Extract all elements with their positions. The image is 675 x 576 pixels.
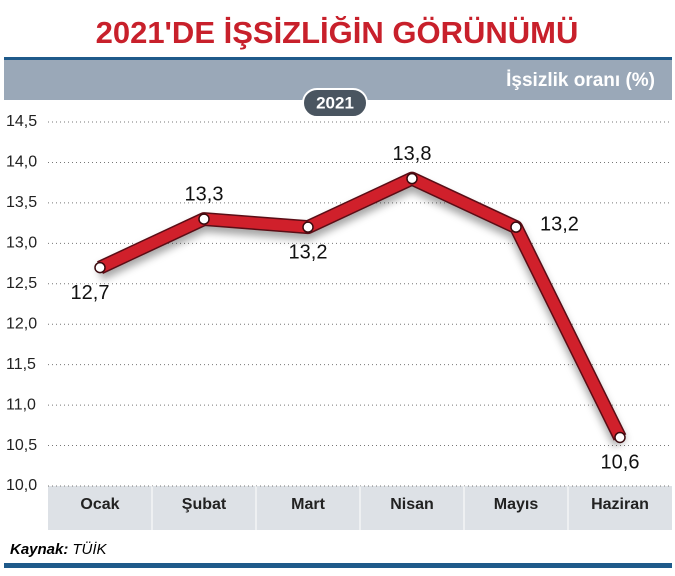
x-tick-label: Haziran xyxy=(591,496,649,513)
value-label: 13,8 xyxy=(393,143,432,165)
source: Kaynak: TÜİK xyxy=(10,540,108,558)
subtitle: İşsizlik oranı (%) xyxy=(506,70,655,91)
chart-title: 2021'DE İŞSİZLİĞİN GÖRÜNÜMÜ xyxy=(96,15,579,50)
header-rule xyxy=(4,57,672,60)
source-label: Kaynak: xyxy=(10,541,68,558)
y-tick-label: 12,0 xyxy=(6,315,37,332)
value-label: 10,6 xyxy=(601,452,640,474)
y-tick-label: 13,0 xyxy=(6,235,37,252)
x-tick-label: Şubat xyxy=(182,496,227,513)
y-tick-label: 10,5 xyxy=(6,437,37,454)
x-tick-label: Nisan xyxy=(390,496,434,513)
y-tick-label: 11,0 xyxy=(6,396,36,413)
year-badge xyxy=(302,88,368,118)
point xyxy=(302,221,314,233)
year-badge-label: 2021 xyxy=(316,93,354,112)
point xyxy=(510,221,522,233)
point xyxy=(94,261,106,274)
x-tick-label: Mart xyxy=(291,496,325,513)
y-tick-label: 14,0 xyxy=(6,154,37,171)
value-label: 12,7 xyxy=(71,282,110,304)
y-tick-label: 12,5 xyxy=(6,275,37,292)
point xyxy=(198,213,210,225)
line xyxy=(97,173,625,440)
value-label: 13,2 xyxy=(289,241,328,263)
y-tick-label: 13,5 xyxy=(6,194,37,211)
source-name: TÜİK xyxy=(72,540,107,558)
value-label: 13,2 xyxy=(540,213,579,235)
point xyxy=(406,172,418,185)
x-tick-label: Ocak xyxy=(80,496,119,513)
value-label: 13,3 xyxy=(185,183,224,205)
x-tick-label: Mayıs xyxy=(494,496,539,513)
y-tick-label: 11,5 xyxy=(6,356,36,373)
y-tick-label: 14,5 xyxy=(6,113,37,130)
y-tick-label: 10,0 xyxy=(6,477,37,494)
footer-rule xyxy=(4,563,672,568)
point xyxy=(614,431,626,444)
